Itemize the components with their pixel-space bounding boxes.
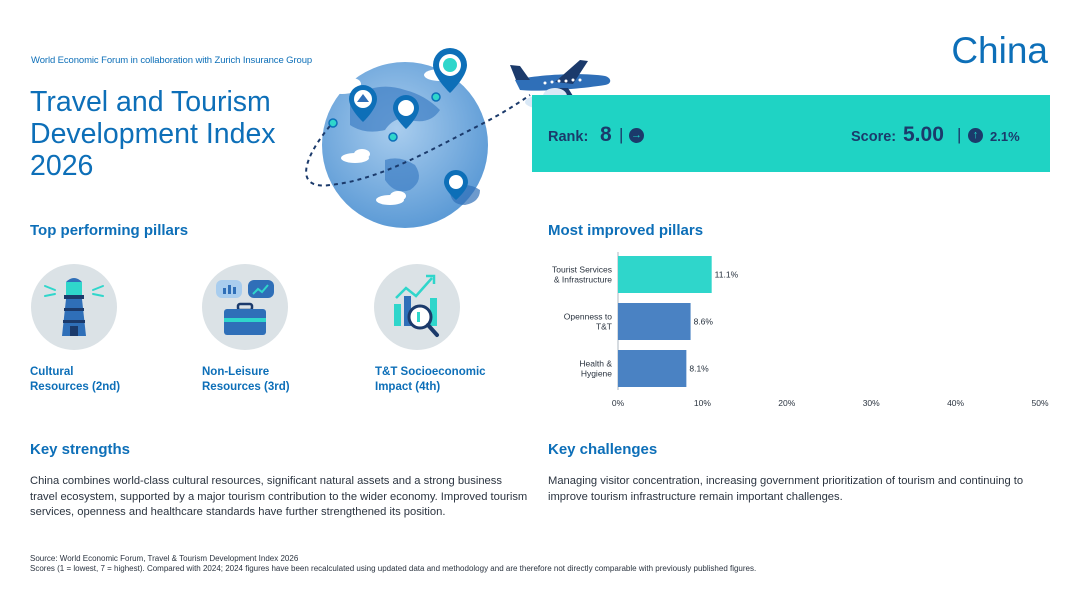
pillar-label-cultural: Cultural Resources (2nd): [30, 365, 180, 395]
methodology-note: Scores (1 = lowest, 7 = highest). Compar…: [30, 564, 757, 573]
location-pin-icon: [393, 95, 419, 129]
chart-bar: [618, 256, 712, 293]
source-note: Source: World Economic Forum, Travel & T…: [30, 554, 299, 563]
chart-category-label: T&T: [596, 322, 612, 332]
globe-illustration: [305, 48, 611, 228]
chart-category-label: & Infrastructure: [554, 275, 612, 285]
briefcase-icon: [216, 280, 274, 335]
chart-tick-label: 20%: [778, 398, 795, 408]
chart-tick-label: 50%: [1031, 398, 1048, 408]
pillar-label-non-leisure: Non-Leisure Resources (3rd): [202, 365, 352, 395]
chart-category-label: Health &: [579, 359, 612, 369]
chart-tick-label: 40%: [947, 398, 964, 408]
pillar-label-line: Resources (3rd): [202, 381, 290, 393]
pillar-label-line: T&T Socioeconomic: [375, 366, 486, 378]
chart-value-label: 8.1%: [689, 364, 709, 374]
chart-bar: [618, 350, 687, 387]
score-label: Score:: [851, 129, 897, 145]
location-pin-icon: [349, 85, 377, 122]
arrow-right-icon: →: [629, 128, 644, 143]
chart-bar: [618, 303, 691, 340]
key-challenges-heading: Key challenges: [548, 441, 658, 458]
chart-value-label: 8.6%: [694, 317, 714, 327]
chart-value-label: 11.1%: [715, 270, 739, 280]
rank-score-banner: [532, 95, 1050, 172]
arrow-up-icon: ↑: [968, 128, 983, 143]
location-pin-icon: [444, 170, 468, 200]
chart-category-label: Hygiene: [581, 369, 612, 379]
footer-notes: Source: World Economic Forum, Travel & T…: [30, 554, 756, 574]
pillar-non-leisure-resources: [202, 264, 288, 350]
pillar-label-line: Resources (2nd): [30, 381, 121, 393]
pillar-label-socioeconomic: T&T Socioeconomic Impact (4th): [375, 365, 525, 395]
improved-pillars-chart: Tourist Services& Infrastructure 11.1% Ope…: [552, 252, 1049, 408]
pillar-label-line: Cultural: [30, 366, 74, 378]
score-value: 5.00: [903, 123, 944, 146]
pillar-cultural-resources: [31, 264, 117, 350]
pillar-label-line: Impact (4th): [375, 381, 441, 393]
key-strengths-heading: Key strengths: [30, 441, 131, 458]
key-challenges-text: Managing visitor concentration, increasi…: [548, 475, 1024, 503]
improved-pillars-heading: Most improved pillars: [548, 222, 704, 239]
rank-value: 8: [600, 123, 612, 146]
chart-tick-label: 10%: [694, 398, 711, 408]
chart-tick-label: 0%: [612, 398, 625, 408]
top-pillars-heading: Top performing pillars: [30, 222, 189, 239]
score-change: 2.1%: [990, 129, 1020, 144]
country-name: China: [951, 30, 1048, 71]
rank-label: Rank:: [548, 129, 589, 145]
score-separator: |: [957, 125, 962, 144]
location-pin-icon: [433, 48, 467, 93]
rank-separator: |: [619, 125, 624, 144]
chart-category-label: Openness to: [564, 312, 612, 322]
key-strengths-text: China combines world-class cultural reso…: [30, 475, 528, 518]
chart-category-label: Tourist Services: [552, 265, 612, 275]
page-title: Travel and Tourism Development Index 202…: [30, 86, 276, 182]
pillar-socioeconomic-impact: [374, 264, 460, 350]
chart-tick-label: 30%: [863, 398, 880, 408]
organization-credit: World Economic Forum in collaboration wi…: [31, 55, 313, 66]
lighthouse-icon: [44, 278, 104, 336]
chart-magnifier-icon: [394, 274, 439, 337]
pillar-label-line: Non-Leisure: [202, 366, 270, 378]
